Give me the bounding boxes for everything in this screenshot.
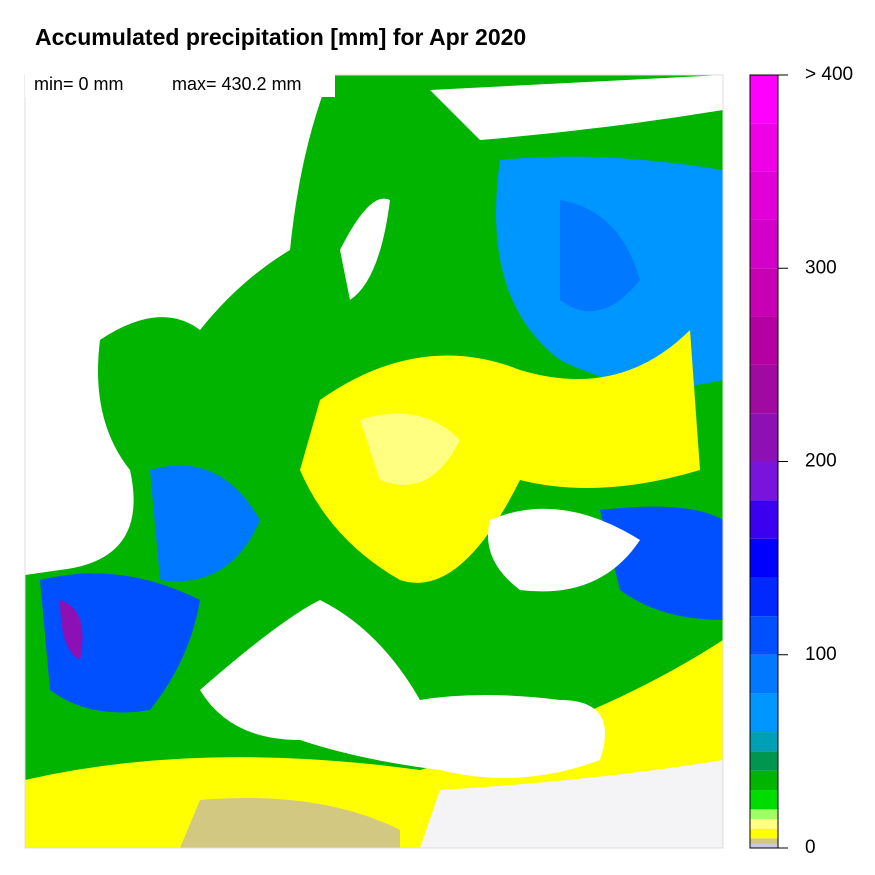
colorbar-tick-label: 200 [805,451,837,472]
colorbar-band [750,75,778,124]
map [25,75,723,848]
colorbar-band [750,171,778,220]
title: Accumulated precipitation [mm] for Apr 2… [35,24,526,50]
stats-box [25,73,335,97]
precip-area [360,413,460,485]
colorbar-tick-label: 100 [805,644,837,665]
colorbar-band [750,770,778,791]
colorbar-tick-label: 300 [805,257,837,278]
precip-area [40,573,200,713]
precip-area [560,200,640,312]
colorbar-band [750,751,778,771]
sea [340,198,390,300]
colorbar-band [750,732,778,752]
colorbar-band [750,790,778,810]
precip-area [300,330,700,583]
sea [488,508,640,592]
colorbar-band [750,500,778,539]
colorbar-band [750,123,778,172]
colorbar-band [750,654,778,694]
sea [200,600,605,778]
colorbar-band [750,819,778,829]
colorbar-band [750,838,778,845]
sea [430,75,723,140]
colorbar-band [750,219,778,269]
colorbar-band [750,538,778,578]
colorbar-band [750,844,778,848]
colorbar-band [750,616,778,655]
colorbar-band [750,693,778,733]
colorbar-band [750,461,778,501]
colorbar-tick-label: 0 [805,837,816,858]
min-label: min= 0 mm [34,74,124,94]
colorbar-band [750,413,778,462]
colorbar-band [750,364,778,414]
colorbar-tick-label: > 400 [805,64,853,85]
colorbar-band [750,828,778,839]
colorbar-band [750,268,778,317]
colorbar-band [750,316,778,365]
colorbar-band [750,809,778,820]
sea [25,75,330,575]
precip-area [150,465,260,582]
map-frame [24,74,724,849]
colorbar-band [750,577,778,617]
max-label: max= 430.2 mm [172,74,302,94]
precip-area [180,798,400,848]
precip-area [420,760,723,848]
precip-area [60,600,83,660]
